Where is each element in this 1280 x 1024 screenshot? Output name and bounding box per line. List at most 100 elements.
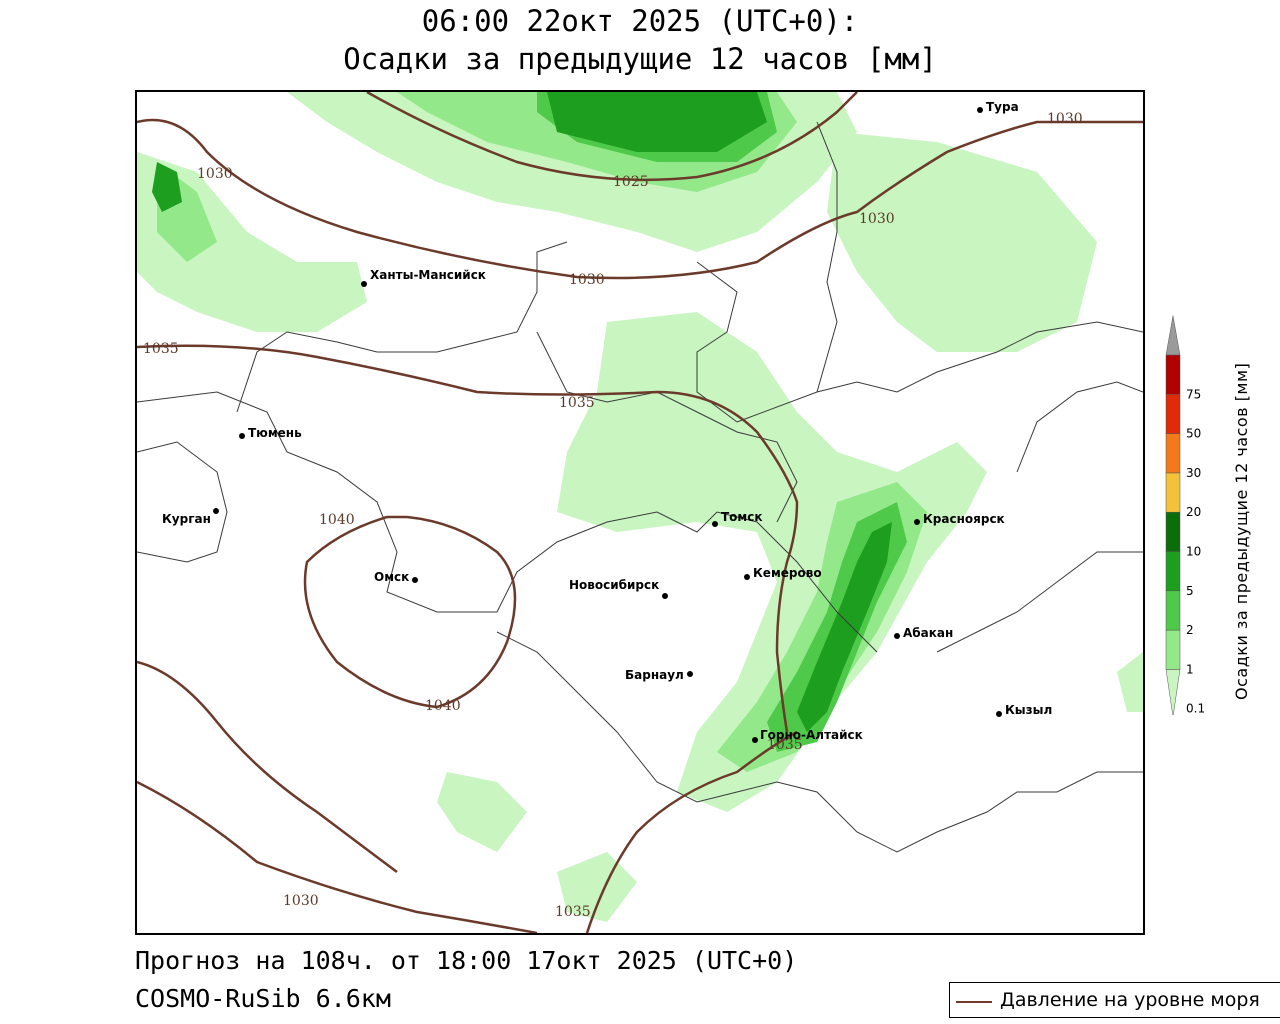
- pressure-legend-swatch: [956, 1001, 992, 1003]
- isobar-label-1035-d: 1035: [555, 904, 591, 920]
- isobar-label-1030-e: 1030: [283, 893, 319, 909]
- city-dot-tomsk: [712, 521, 718, 527]
- isobar-label-1035-c: 1035: [767, 737, 803, 753]
- city-label-barnaul: Барнаул: [625, 668, 684, 682]
- isobar-1035-mid: [137, 344, 799, 733]
- precipitation-colorbar: 0.1 1 2 5 10 20 30 50 75: [1162, 315, 1262, 717]
- colorbar-ticks: 0.1 1 2 5 10 20 30 50 75: [1186, 387, 1205, 715]
- border-line-1: [137, 391, 878, 653]
- city-dot-khanty-mansiysk: [361, 281, 367, 287]
- colorbar-tick-label: 75: [1186, 387, 1201, 401]
- city-label-tura: Тура: [986, 100, 1019, 114]
- isobar-labels: 1025 1030 1030 1030 1030 1035 1035 1040 …: [143, 111, 1083, 920]
- city-dot-kurgan: [213, 508, 219, 514]
- isobar-label-1030-a: 1030: [197, 166, 233, 182]
- city-label-abakan: Абакан: [903, 626, 953, 640]
- colorbar-swatch: [1165, 433, 1181, 474]
- colorbar-svg: 0.1 1 2 5 10 20 30 50 75: [1165, 315, 1205, 717]
- colorbar-tick-label: 5: [1186, 584, 1194, 598]
- pressure-legend: Давление на уровне моря: [949, 982, 1280, 1018]
- colorbar-title: Осадки за предыдущие 12 часов [мм]: [1232, 362, 1251, 700]
- colorbar-swatch: [1165, 629, 1181, 670]
- city-dot-kemerovo: [744, 574, 750, 580]
- city-label-kurgan: Курган: [162, 512, 211, 526]
- city-label-kyzyl: Кызыл: [1005, 703, 1052, 717]
- precip-veryheavy-north: [547, 92, 767, 152]
- city-dot-omsk: [412, 577, 418, 583]
- city-label-kemerovo: Кемерово: [753, 566, 822, 580]
- map-canvas: 1025 1030 1030 1030 1030 1035 1035 1040 …: [137, 92, 1143, 933]
- map-title-variable: Осадки за предыдущие 12 часов [мм]: [343, 42, 937, 76]
- colorbar-swatch: [1165, 551, 1181, 592]
- city-label-novosibirsk: Новосибирск: [569, 578, 659, 592]
- city-dot-barnaul: [687, 671, 693, 677]
- colorbar-swatch: [1165, 669, 1181, 717]
- colorbar-tick-label: 20: [1186, 505, 1201, 519]
- precip-light-areas: [137, 92, 1143, 922]
- precipitation-map: 1025 1030 1030 1030 1030 1035 1035 1040 …: [135, 90, 1145, 935]
- border-line-8: [936, 551, 1143, 653]
- precip-area-central: [557, 312, 987, 812]
- city-label-tomsk: Томск: [721, 510, 763, 524]
- isobar-1025: [366, 92, 858, 182]
- colorbar-swatch: [1165, 394, 1181, 434]
- city-label-khanty-mansiysk: Ханты-Мансийск: [370, 268, 486, 282]
- isobar-1030-north: [137, 118, 1143, 280]
- colorbar-swatch: [1165, 590, 1181, 631]
- map-title-time: 06:00 22окт 2025 (UTC+0):: [421, 4, 859, 38]
- border-line-2: [236, 241, 568, 413]
- border-line-10: [137, 441, 228, 563]
- precip-area-south: [557, 852, 637, 922]
- isobar-label-1030-d: 1030: [1047, 111, 1083, 127]
- precip-area-edge: [1117, 652, 1143, 712]
- border-line-5: [736, 321, 1143, 423]
- colorbar-swatch: [1165, 511, 1181, 552]
- isobars: [137, 92, 1143, 933]
- city-label-omsk: Омск: [374, 570, 409, 584]
- border-line-4: [696, 261, 738, 423]
- precip-area-east: [827, 132, 1097, 352]
- isobar-label-1025: 1025: [613, 174, 649, 190]
- isobar-1030-south: [137, 780, 538, 933]
- border-line-9: [1016, 381, 1143, 473]
- isobar-label-1035-b: 1035: [559, 395, 595, 411]
- colorbar-swatch: [1165, 315, 1181, 356]
- colorbar-tick-label: 1: [1186, 662, 1194, 676]
- city-dot-tyumen: [239, 433, 245, 439]
- isobar-label-1040-b: 1040: [425, 698, 461, 714]
- isobar-label-1030-b: 1030: [569, 272, 605, 288]
- colorbar-tick-label: 2: [1186, 623, 1194, 637]
- precip-veryheavy-west: [152, 162, 182, 212]
- colorbar-tick-label: 0.1: [1186, 702, 1205, 715]
- colorbar-swatches: [1165, 315, 1181, 717]
- city-label-gorno-altaysk: Горно-Алтайск: [760, 728, 863, 742]
- city-dot-gorno-altaysk: [752, 737, 758, 743]
- model-name: COSMO-RuSib 6.6км: [135, 984, 391, 1013]
- pressure-legend-label: Давление на уровне моря: [1000, 989, 1260, 1011]
- precip-area-southwest: [437, 772, 527, 852]
- colorbar-swatch: [1165, 472, 1181, 513]
- cities: Тура Ханты-Мансийск Тюмень Курган Омск Т…: [162, 100, 1052, 743]
- isobar-1035-south: [585, 730, 798, 933]
- city-dot-abakan: [894, 633, 900, 639]
- colorbar-tick-label: 50: [1186, 427, 1201, 441]
- colorbar-tick-label: 30: [1186, 466, 1201, 480]
- isobar-label-1030-c: 1030: [859, 211, 895, 227]
- precip-veryheavy-areas: [152, 92, 892, 732]
- colorbar-tick-label: 10: [1186, 545, 1201, 559]
- region-borders: [137, 121, 1143, 853]
- isobar-1040: [303, 515, 517, 709]
- isobar-1030-west: [137, 660, 398, 874]
- border-line-7: [496, 631, 1143, 853]
- forecast-info: Прогноз на 108ч. от 18:00 17окт 2025 (UT…: [135, 946, 798, 975]
- precip-veryheavy-central: [797, 522, 892, 732]
- city-label-krasnoyarsk: Красноярск: [923, 512, 1005, 526]
- city-dot-krasnoyarsk: [914, 519, 920, 525]
- city-dot-kyzyl: [996, 711, 1002, 717]
- city-dot-novosibirsk: [662, 593, 668, 599]
- city-dot-tura: [977, 107, 983, 113]
- isobar-label-1040-a: 1040: [319, 512, 355, 528]
- city-label-tyumen: Тюмень: [248, 426, 302, 440]
- colorbar-swatch: [1165, 354, 1181, 395]
- isobar-label-1035-a: 1035: [143, 341, 179, 357]
